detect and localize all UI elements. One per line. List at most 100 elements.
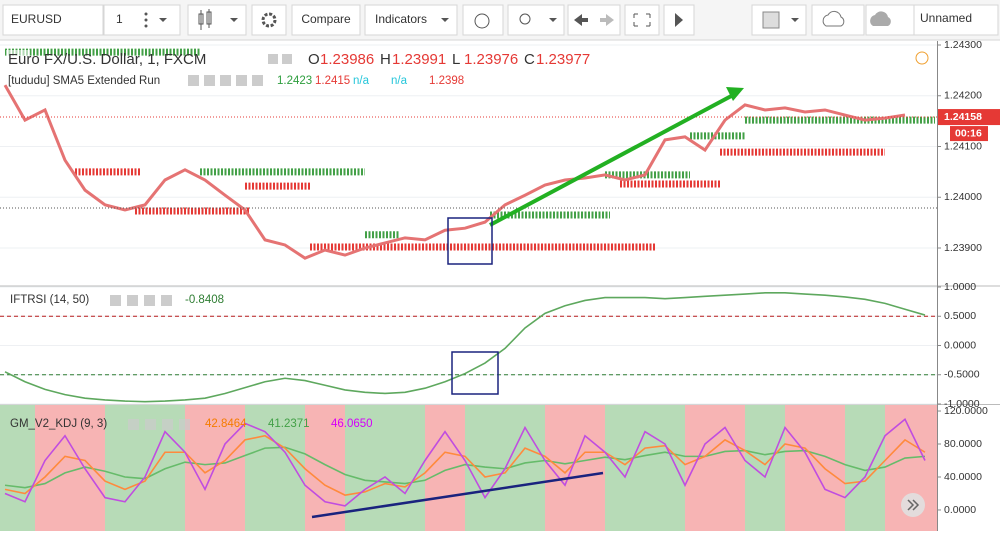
color-swatch[interactable] [762,11,780,29]
dropdown-arrow[interactable] [159,18,167,22]
y-tick-label: -1.0000 [944,398,980,410]
plot-area [0,44,937,531]
indicator-value: 1.2415 [315,75,350,87]
chart-type-button[interactable] [187,4,247,36]
series-line [3,84,906,260]
undo-icon[interactable] [574,14,588,26]
last-price-label: 1.24158 [944,111,982,123]
cloud-icon[interactable] [870,11,891,26]
dropdown-arrow[interactable] [791,18,799,22]
candle-icon[interactable] [198,9,212,30]
ohlc-value: 1.23991 [392,51,446,68]
y-tick-label: 0.0000 [944,504,976,516]
compare-button[interactable] [291,4,361,36]
ohlc-value: 1.23986 [320,51,374,68]
load-button[interactable] [811,4,865,36]
legend-buttons[interactable] [188,75,263,86]
interval-box[interactable] [103,4,181,36]
bulb-icon[interactable] [519,13,531,25]
y-tick-label: 1.24300 [944,39,982,51]
series-line [4,292,926,403]
y-tick-label: 0.5000 [944,310,976,322]
indicator-value: 1.2423 [277,75,312,87]
y-tick-label: 80.0000 [944,438,982,450]
indicator-value: 46.0650 [331,418,373,430]
legend-buttons[interactable] [268,54,292,64]
y-tick-label: -0.5000 [944,369,980,381]
zone [425,405,465,531]
warning-icon [915,51,929,65]
indicator-value: 41.2371 [268,418,310,430]
last-price-tag [938,109,1000,126]
zone [745,405,785,531]
y-tick-label: 120.0000 [944,405,988,417]
play-icon[interactable] [675,13,683,27]
arrow-head[interactable] [726,87,744,101]
zone [545,405,605,531]
indicator-value: n/a [391,75,408,87]
series-line [4,434,926,496]
ohlc-key: L [452,51,460,68]
y-tick-label: 1.23900 [944,242,982,254]
highlight-box[interactable] [447,217,493,265]
ohlc-key: H [380,51,391,68]
symbol-box[interactable] [2,4,104,36]
zone [0,405,35,531]
legend-buttons[interactable] [128,419,190,430]
zone [305,405,345,531]
legend-bg [6,50,30,66]
trend-arrow[interactable] [489,92,736,227]
y-tick-label: 1.24200 [944,90,982,102]
legend-buttons[interactable] [110,295,172,306]
indicator-value: n/a [353,75,370,87]
trend-line[interactable] [311,471,604,519]
indicator-values: -0.8408 [185,294,224,306]
series-line [4,418,926,507]
ohlc-value: 1.23977 [536,51,590,68]
fullscreen-icon[interactable] [633,13,651,27]
y-tick-label: 1.0000 [944,281,976,293]
indicators-label[interactable]: Indicators [375,12,427,26]
zone [785,405,845,531]
dropdown-arrow[interactable] [549,18,557,22]
indicator-value: -0.8408 [185,294,224,306]
alert-icon[interactable] [474,13,490,29]
gear-icon[interactable] [261,12,277,28]
indicator-value: 42.8464 [205,418,247,430]
zone [685,405,745,531]
indicator-title: [tududu] SMA5 Extended Run [8,75,160,87]
redo-icon[interactable] [600,14,614,26]
indicator-values: 42.8464 41.2371 46.0650 [205,418,373,430]
settings-button[interactable] [251,4,287,36]
symbol[interactable]: EURUSD [11,12,62,26]
ohlc-key: O [308,51,320,68]
indicators-button[interactable] [364,4,458,36]
series-line [4,446,926,489]
ohlc-key: C [524,51,535,68]
layout-box[interactable] [913,4,999,36]
indicator-title: IFTRSI (14, 50) [10,294,89,306]
interval-menu-icon[interactable] [144,12,148,28]
ohlc-legend: O 1.23986 H 1.23991 L 1.23976 C 1.23977 [308,51,590,68]
indicator-values: 1.2423 1.2415 n/a n/a 1.2398 [277,75,464,87]
alert-button[interactable] [462,4,504,36]
cloud-icon[interactable] [822,10,845,27]
highlight-box[interactable] [451,351,499,395]
fullscreen-button[interactable] [624,4,660,36]
y-tick-label: 1.24000 [944,191,982,203]
indicator-title: GM_V2_KDJ (9, 3) [10,418,107,430]
ohlc-value: 1.23976 [464,51,518,68]
compare-label[interactable]: Compare [301,12,351,26]
interval[interactable]: 1 [116,12,123,26]
scroll-icon[interactable] [907,499,920,511]
dropdown-arrow[interactable] [230,18,238,22]
series-title: Euro FX/U.S. Dollar, 1, FXCM [8,51,206,68]
countdown: 00:16 [955,127,982,139]
drawing-button[interactable] [507,4,565,36]
layout-name[interactable]: Unnamed [920,11,972,25]
dropdown-arrow[interactable] [441,18,449,22]
y-tick-label: 1.24100 [944,140,982,152]
countdown-tag [950,126,988,142]
